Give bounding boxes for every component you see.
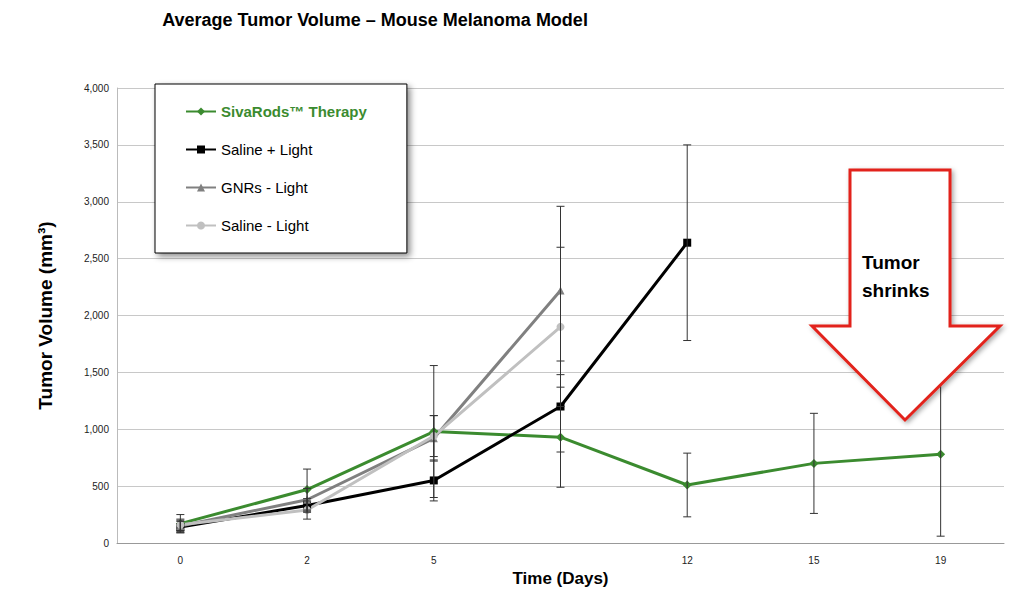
svg-text:19: 19 <box>935 555 947 566</box>
svg-text:1,000: 1,000 <box>84 424 109 435</box>
svg-text:Average Tumor Volume – Mouse M: Average Tumor Volume – Mouse Melanoma Mo… <box>162 10 588 30</box>
svg-text:0: 0 <box>103 538 109 549</box>
svg-text:Time (Days): Time (Days) <box>512 569 608 588</box>
svg-text:500: 500 <box>92 481 109 492</box>
svg-text:12: 12 <box>682 555 694 566</box>
svg-text:3,000: 3,000 <box>84 196 109 207</box>
svg-text:SivaRods™ Therapy: SivaRods™ Therapy <box>221 103 368 120</box>
svg-text:5: 5 <box>431 555 437 566</box>
svg-text:Saline - Light: Saline - Light <box>221 217 309 234</box>
svg-text:shrinks: shrinks <box>862 280 930 301</box>
svg-text:Saline + Light: Saline + Light <box>221 141 313 158</box>
svg-text:15: 15 <box>808 555 820 566</box>
svg-text:3,500: 3,500 <box>84 139 109 150</box>
svg-text:Tumor Volume (mm³): Tumor Volume (mm³) <box>35 221 56 409</box>
svg-text:2,000: 2,000 <box>84 310 109 321</box>
svg-text:GNRs - Light: GNRs - Light <box>221 179 309 196</box>
svg-text:1,500: 1,500 <box>84 367 109 378</box>
svg-text:2: 2 <box>304 555 310 566</box>
svg-text:0: 0 <box>178 555 184 566</box>
svg-text:Tumor: Tumor <box>862 252 920 273</box>
svg-text:4,000: 4,000 <box>84 83 109 94</box>
svg-text:2,500: 2,500 <box>84 253 109 264</box>
